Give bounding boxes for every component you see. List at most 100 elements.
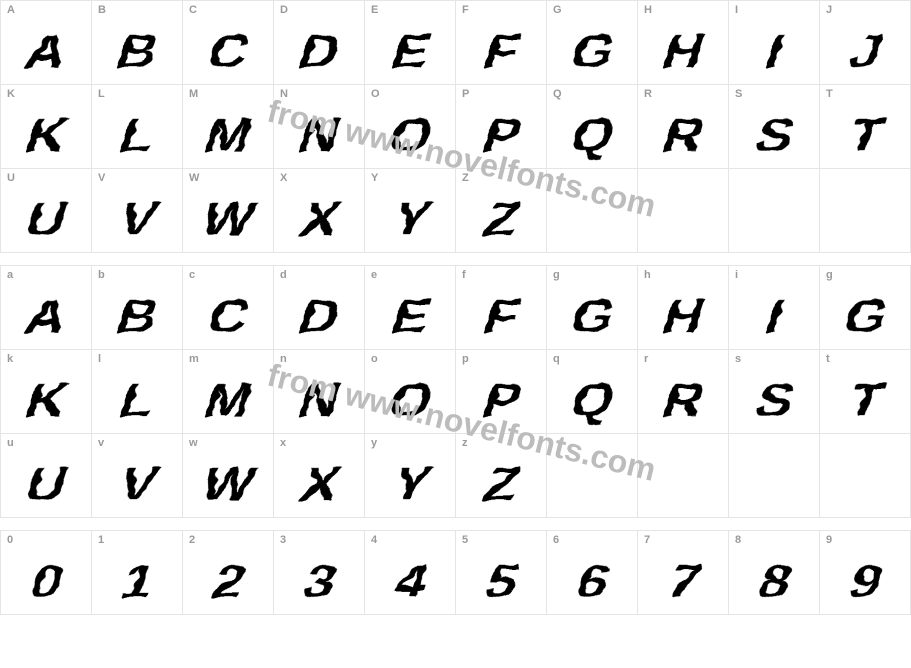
glyph-cell: UU	[1, 169, 92, 253]
glyph: V	[113, 197, 161, 244]
glyph-cell: uU	[1, 434, 92, 518]
glyph-wrap: 2	[183, 550, 273, 608]
glyph: O	[383, 113, 437, 160]
cell-label: m	[189, 354, 267, 365]
cell-label: G	[553, 5, 631, 16]
glyph-cell: WW	[183, 169, 274, 253]
cell-label: u	[7, 438, 85, 449]
glyph-wrap: 5	[456, 550, 546, 608]
glyph: 0	[25, 559, 67, 606]
glyph-cell: XX	[274, 169, 365, 253]
glyph-cell: iI	[729, 266, 820, 350]
glyph-wrap: G	[547, 20, 637, 78]
glyph-cell: zZ	[456, 434, 547, 518]
glyph-wrap: F	[456, 20, 546, 78]
glyph: B	[112, 294, 163, 341]
glyph-wrap: 6	[547, 550, 637, 608]
cell-label: T	[826, 89, 904, 100]
glyph-wrap: T	[820, 104, 910, 162]
cell-label: H	[644, 5, 722, 16]
glyph-wrap: O	[365, 369, 455, 427]
glyph: T	[843, 378, 888, 425]
cell-label: g	[826, 270, 904, 281]
glyph-cell: SS	[729, 85, 820, 169]
glyph: P	[477, 378, 525, 425]
glyph-wrap: Q	[547, 369, 637, 427]
glyph: M	[200, 113, 257, 160]
glyph-wrap: G	[820, 285, 910, 343]
cell-label: l	[98, 354, 176, 365]
glyph-cell: bB	[92, 266, 183, 350]
glyph-wrap: U	[1, 453, 91, 511]
glyph-cell	[820, 434, 911, 518]
glyph: 2	[207, 559, 249, 606]
glyph: E	[386, 29, 434, 76]
cell-label: A	[7, 5, 85, 16]
cell-label: s	[735, 354, 813, 365]
glyph: F	[479, 29, 524, 76]
glyph-wrap: P	[456, 369, 546, 427]
glyph: A	[21, 29, 72, 76]
glyph-cell: GG	[547, 1, 638, 85]
glyph-wrap: B	[92, 20, 182, 78]
glyph-cell: AA	[1, 1, 92, 85]
glyph: 3	[298, 559, 340, 606]
cell-label: k	[7, 354, 85, 365]
glyph: R	[658, 113, 709, 160]
glyph: E	[386, 294, 434, 341]
glyph-cell: hH	[638, 266, 729, 350]
glyph-cell: 33	[274, 531, 365, 615]
glyph: D	[294, 29, 345, 76]
glyph-wrap: A	[1, 285, 91, 343]
charmap-container: AABBCCDDEEFFGGHHIIJJKKLLMMNNOOPPQQRRSSTT…	[0, 0, 911, 615]
glyph-cell: fF	[456, 266, 547, 350]
glyph-cell	[638, 169, 729, 253]
glyph-wrap: X	[274, 453, 364, 511]
cell-label: 5	[462, 535, 540, 546]
glyph-wrap: 9	[820, 550, 910, 608]
glyph-cell: OO	[365, 85, 456, 169]
cell-label: q	[553, 354, 631, 365]
glyph-cell: rR	[638, 350, 729, 434]
glyph: L	[115, 378, 160, 425]
glyph-cell: VV	[92, 169, 183, 253]
cell-label: J	[826, 5, 904, 16]
cell-label: N	[280, 89, 358, 100]
glyph: B	[112, 29, 163, 76]
glyph-cell: gG	[820, 266, 911, 350]
cell-label: 9	[826, 535, 904, 546]
glyph-cell	[547, 169, 638, 253]
glyph-wrap: K	[1, 369, 91, 427]
glyph: H	[658, 294, 709, 341]
cell-label: 8	[735, 535, 813, 546]
cell-label: 4	[371, 535, 449, 546]
glyph: 6	[571, 559, 613, 606]
glyph: W	[197, 197, 259, 244]
glyph-cell: FF	[456, 1, 547, 85]
glyph: H	[658, 29, 709, 76]
cell-label: 0	[7, 535, 85, 546]
cell-label: a	[7, 270, 85, 281]
cell-label: 6	[553, 535, 631, 546]
cell-label: d	[280, 270, 358, 281]
cell-label: L	[98, 89, 176, 100]
glyph: Y	[386, 197, 434, 244]
glyph: N	[294, 378, 345, 425]
glyph: U	[21, 197, 72, 244]
cell-label: P	[462, 89, 540, 100]
glyph-wrap: G	[547, 285, 637, 343]
glyph: 5	[480, 559, 522, 606]
glyph: V	[113, 462, 161, 509]
cell-label: S	[735, 89, 813, 100]
glyph: L	[115, 113, 160, 160]
cell-label: M	[189, 89, 267, 100]
glyph-wrap: A	[1, 20, 91, 78]
glyph: G	[565, 294, 619, 341]
cell-label: 7	[644, 535, 722, 546]
glyph-cell: kK	[1, 350, 92, 434]
glyph-cell: CC	[183, 1, 274, 85]
glyph-wrap: V	[92, 188, 182, 246]
glyph-cell: 00	[1, 531, 92, 615]
glyph-cell: tT	[820, 350, 911, 434]
glyph-cell: 99	[820, 531, 911, 615]
